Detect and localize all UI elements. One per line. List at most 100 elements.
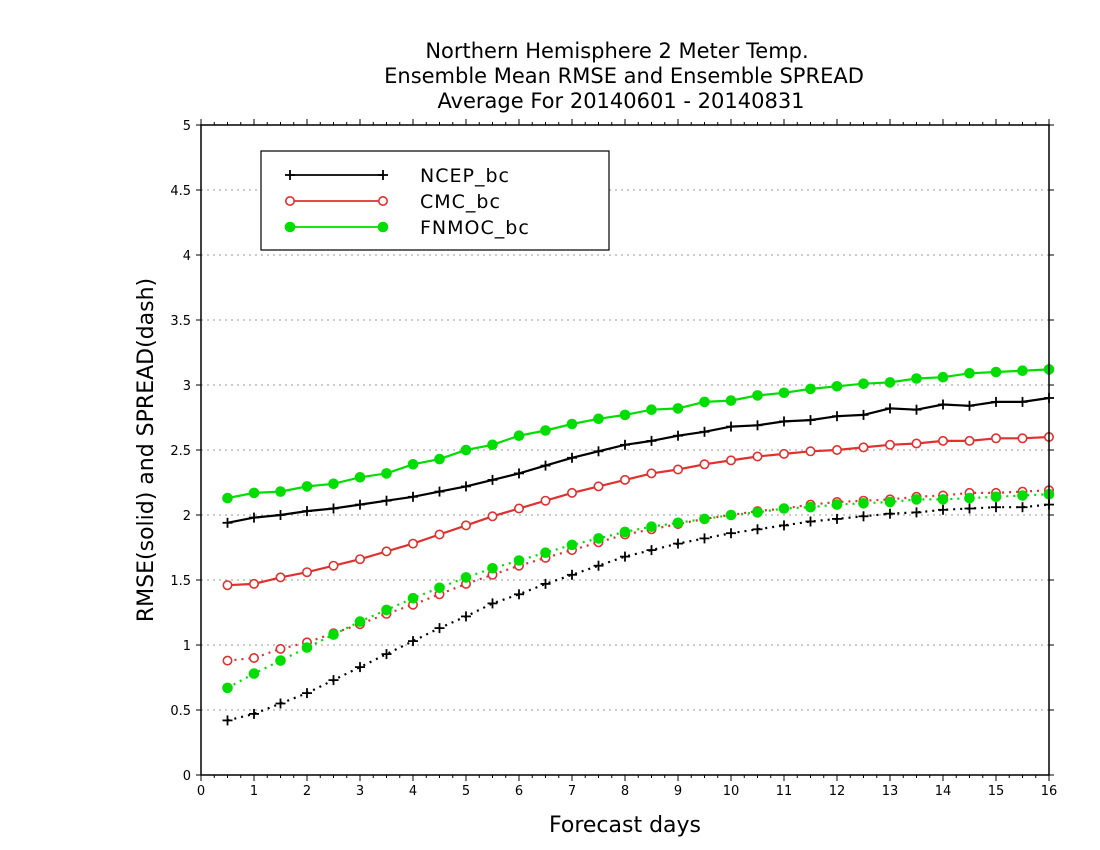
ncep-bc-rmse-point [275,510,286,520]
cmc-bc-rmse-point [593,481,604,492]
ncep-bc-spread-point [911,507,922,518]
fnmoc-bc-rmse-point [513,430,525,442]
ncep-bc-rmse-point [355,499,365,510]
cmc-bc-rmse-point [911,438,922,449]
fnmoc-bc-spread-point [328,629,339,640]
fnmoc-bc-rmse-point [248,487,260,499]
cmc-bc-rmse-point [646,468,657,479]
fnmoc-bc-rmse-line [227,368,1050,500]
cmc-bc-rmse-point [460,520,471,531]
cmc-bc-rmse-point [725,455,736,466]
fnmoc-bc-spread-point [831,499,843,510]
ncep-bc-spread-point [991,502,1001,513]
ncep-bc-spread-point [222,715,233,726]
y-tick-label: 4.5 [170,184,191,199]
fnmoc-bc-rmse-point [328,478,339,490]
ncep-bc-rmse-point [540,460,551,471]
ncep-bc-spread-point [1017,502,1028,513]
ncep-bc-rmse-point [673,430,683,441]
x-tick-label: 3 [356,784,364,799]
ncep-bc-spread-point [275,698,286,709]
ncep-bc-rmse-point [779,416,789,427]
ncep-bc-spread-series [222,499,1054,726]
ncep-bc-rmse-point [752,420,763,431]
cmc-bc-spread-line [227,489,1050,662]
fnmoc-bc-rmse-point [672,403,684,414]
ncep-bc-rmse-point [302,506,312,517]
cmc-bc-rmse-point [407,538,418,549]
cmc-bc-rmse-point [566,487,577,498]
ncep-bc-spread-point [858,511,869,522]
x-tick-label: 7 [568,784,576,799]
fnmoc-bc-spread-point [884,496,896,508]
cmc-bc-rmse-point [778,448,789,459]
ncep-bc-rmse-point [434,486,445,497]
fnmoc-bc-spread-point [487,563,498,574]
fnmoc-bc-spread-point [593,533,604,544]
cmc-bc-rmse-point [884,439,895,450]
legend-entries: NCEP_bc CMC_bc FNMOC_bc [284,165,529,239]
y-tick-label: 2.5 [170,444,191,459]
fnmoc-bc-spread-point [911,494,922,505]
fnmoc-bc-spread-point [778,503,790,514]
y-tick-label: 1 [183,639,191,654]
ncep-bc-spread-point [832,513,842,524]
cmc-bc-rmse-point [937,435,948,446]
legend: NCEP_bc CMC_bc FNMOC_bc [260,150,610,251]
y-tick-label: 2 [183,509,191,524]
fnmoc-bc-rmse-point [566,418,578,430]
fnmoc-bc-rmse-point [487,439,498,451]
fnmoc-bc-spread-point [725,509,737,521]
cmc-bc-spread-series [222,485,1055,666]
cmc-bc-spread-point [249,652,260,663]
fnmoc-bc-rmse-point [540,425,551,436]
ncep-bc-spread-point [726,528,736,539]
fnmoc-bc-rmse-point [222,492,233,504]
fnmoc-bc-rmse-point [805,383,816,395]
cmc-bc-rmse-point [328,560,339,571]
ncep-bc-rmse-point [514,468,524,479]
fnmoc-bc-rmse-point [884,377,896,388]
ncep-bc-spread-point [514,589,524,600]
cmc-bc-rmse-point [540,495,551,506]
x-axis-label: Forecast days [549,813,701,838]
x-tick-label: 8 [621,784,629,799]
fnmoc-bc-rmse-point [646,404,657,416]
ncep-bc-spread-point [805,516,816,527]
ncep-bc-spread-point [752,524,763,535]
fnmoc-bc-spread-point [858,498,869,509]
cmc-bc-rmse-point [619,474,630,485]
ncep-bc-rmse-point [805,415,816,426]
y-tick-label: 0.5 [170,704,191,719]
ncep-bc-spread-point [620,551,630,562]
chart-title-line-3: Average For 20140601 - 20140831 [437,89,804,113]
cmc-bc-spread-point [222,655,233,666]
cmc-bc-rmse-point [805,446,816,457]
fnmoc-bc-spread-point [248,668,260,679]
ncep-bc-spread-point [567,569,577,580]
legend-cmc-bc-marker-left [284,196,295,207]
fnmoc-bc-rmse-point [301,481,313,492]
ncep-bc-rmse-point [699,426,710,437]
y-tick-label: 3.5 [170,314,191,329]
ncep-bc-spread-point [540,578,551,589]
ncep-bc-spread-point [699,533,710,544]
fnmoc-bc-rmse-point [381,468,392,479]
ncep-bc-spread-point [487,598,498,609]
fnmoc-bc-spread-point [805,501,816,513]
ncep-bc-rmse-point [858,409,869,420]
fnmoc-bc-spread-point [407,592,419,604]
cmc-bc-rmse-point [990,433,1001,444]
cmc-bc-rmse-point [487,511,498,522]
ncep-bc-rmse-point [461,481,471,492]
cmc-bc-rmse-point [858,442,869,453]
ncep-bc-rmse-point [726,421,736,432]
ncep-bc-rmse-point [938,399,948,410]
ncep-bc-rmse-point [832,411,842,422]
x-tick-label: 11 [776,784,793,799]
ncep-bc-rmse-point [222,517,233,528]
fnmoc-bc-spread-point [672,517,684,529]
legend-ncep-bc-label: NCEP_bc [420,165,510,187]
cmc-bc-rmse-point [301,567,312,578]
